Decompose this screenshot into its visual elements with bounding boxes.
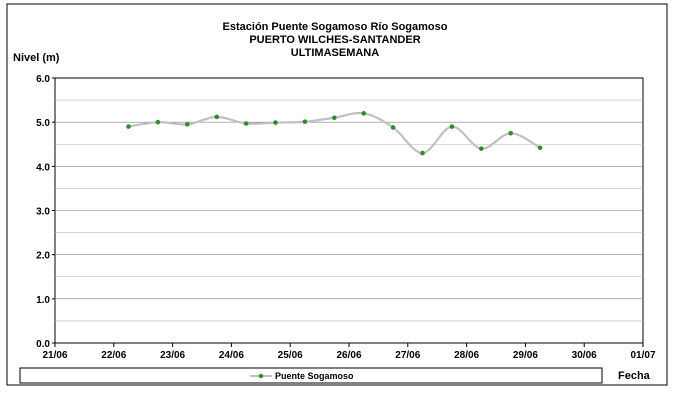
x-axis-label: Fecha bbox=[618, 370, 651, 382]
data-point bbox=[390, 125, 396, 130]
chart-title-line-1: Estación Puente Sogamoso Río Sogamoso bbox=[223, 21, 448, 33]
x-tick-label: 22/06 bbox=[101, 350, 126, 361]
x-tick-label: 29/06 bbox=[513, 350, 538, 361]
data-point bbox=[449, 124, 455, 129]
chart-title-line-2: PUERTO WILCHES-SANTANDER bbox=[249, 34, 420, 46]
data-point bbox=[155, 119, 161, 125]
data-point bbox=[361, 111, 367, 116]
data-point bbox=[479, 146, 484, 151]
legend-marker-swatch bbox=[258, 373, 264, 379]
data-point bbox=[243, 121, 249, 126]
x-tick-label: 27/06 bbox=[395, 350, 420, 361]
y-tick-label: 2.0 bbox=[36, 251, 50, 262]
y-axis-label: Nivel (m) bbox=[13, 52, 60, 64]
data-point bbox=[214, 114, 219, 120]
data-point bbox=[508, 130, 513, 136]
legend-box bbox=[19, 367, 603, 384]
y-tick-labels: 0.0 1.0 2.0 3.0 4.0 5.0 6.0 bbox=[36, 74, 55, 350]
y-tick-label: 5.0 bbox=[36, 118, 50, 129]
data-point bbox=[420, 150, 425, 156]
y-tick-label: 6.0 bbox=[36, 74, 50, 85]
series-layer bbox=[126, 111, 543, 156]
chart-title-line-3: ULTIMASEMANA bbox=[291, 47, 379, 59]
data-point bbox=[302, 119, 308, 125]
data-point bbox=[126, 124, 131, 129]
x-tick-label: 30/06 bbox=[572, 350, 597, 361]
legend-label: Puente Sogamoso bbox=[275, 371, 354, 381]
x-tick-label: 26/06 bbox=[336, 350, 361, 361]
x-tick-labels: 21/06 22/06 23/06 24/06 25/06 26/06 27/06 28/06… bbox=[42, 343, 656, 361]
y-tick-label: 4.0 bbox=[36, 162, 50, 173]
x-tick-label: 24/06 bbox=[219, 350, 244, 361]
x-tick-label: 01/07 bbox=[630, 350, 655, 361]
x-tick-label: 28/06 bbox=[454, 350, 479, 361]
x-tick-label: 21/06 bbox=[42, 350, 67, 361]
data-point bbox=[332, 115, 337, 121]
y-tick-label: 0.0 bbox=[36, 339, 50, 350]
data-point bbox=[273, 120, 278, 125]
data-point bbox=[185, 122, 190, 127]
y-tick-label: 1.0 bbox=[36, 295, 50, 306]
x-tick-label: 25/06 bbox=[278, 350, 303, 361]
data-point bbox=[537, 145, 543, 151]
y-tick-label: 3.0 bbox=[36, 207, 50, 218]
x-tick-label: 23/06 bbox=[160, 350, 185, 361]
grid-lines bbox=[55, 99, 643, 322]
